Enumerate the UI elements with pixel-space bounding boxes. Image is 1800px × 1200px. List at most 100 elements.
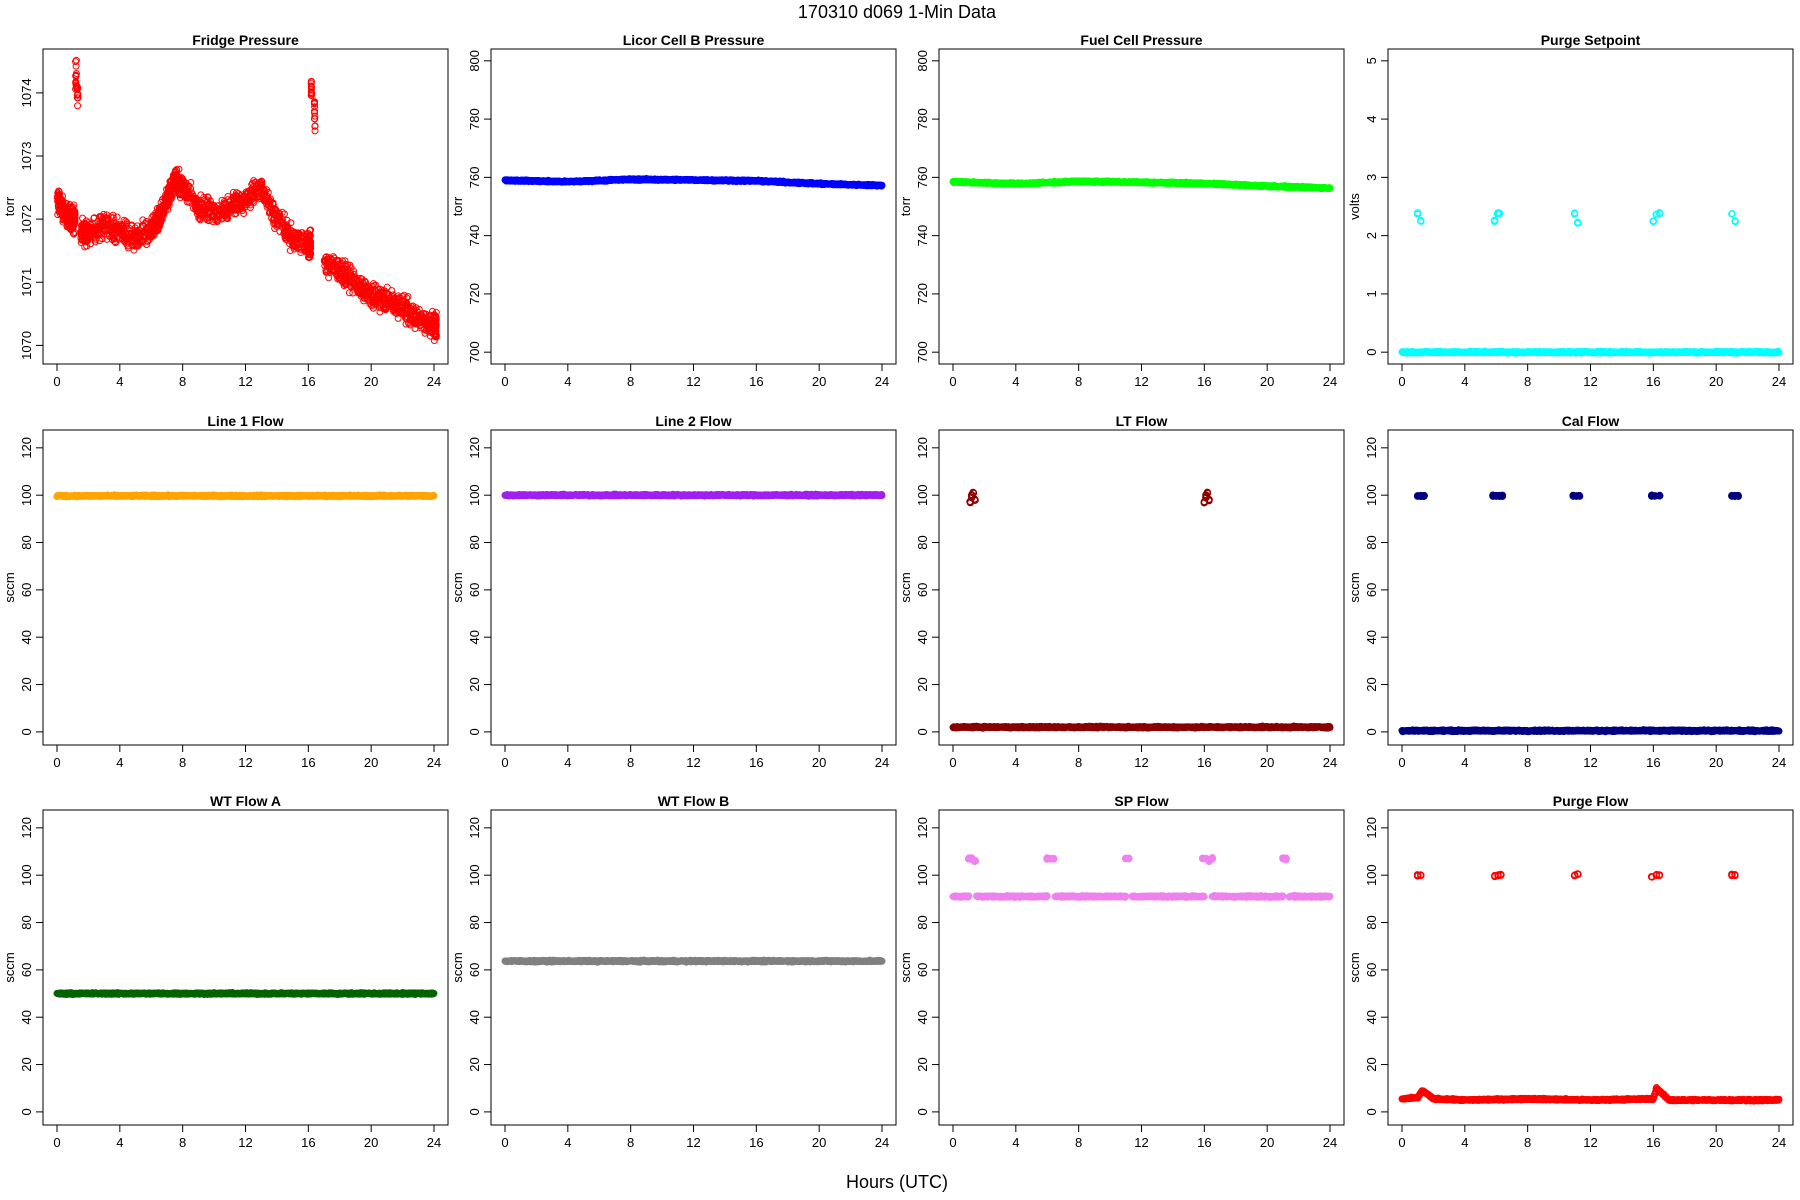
data-point bbox=[122, 229, 130, 237]
data-point bbox=[55, 188, 63, 196]
data-point bbox=[109, 228, 117, 236]
data-point bbox=[62, 209, 70, 217]
panel-title: Fuel Cell Pressure bbox=[1080, 32, 1202, 48]
data-point bbox=[74, 84, 82, 92]
y-tick-label: 1 bbox=[1364, 290, 1379, 297]
data-point bbox=[878, 181, 886, 189]
x-tick-label: 24 bbox=[1772, 374, 1786, 389]
x-tick-label: 12 bbox=[686, 374, 700, 389]
data-point bbox=[89, 227, 97, 235]
y-tick-label: 1073 bbox=[19, 142, 34, 171]
x-tick-label: 20 bbox=[1709, 374, 1723, 389]
x-tick-label: 0 bbox=[1398, 374, 1405, 389]
data-point bbox=[152, 227, 160, 235]
x-tick-label: 0 bbox=[501, 374, 508, 389]
data-point bbox=[110, 219, 118, 227]
data-point bbox=[166, 193, 174, 201]
data-point bbox=[157, 212, 165, 220]
series-0 bbox=[53, 56, 440, 344]
x-tick-label: 16 bbox=[301, 374, 315, 389]
data-point bbox=[163, 199, 171, 207]
data-point bbox=[136, 236, 144, 244]
data-point bbox=[122, 217, 130, 225]
data-point bbox=[91, 226, 99, 234]
x-tick-label: 4 bbox=[564, 374, 571, 389]
y-tick-label: 1074 bbox=[19, 78, 34, 107]
data-point bbox=[72, 56, 80, 64]
data-point bbox=[72, 72, 80, 80]
x-tick-label: 16 bbox=[1197, 374, 1211, 389]
data-point bbox=[98, 235, 106, 243]
y-tick-label: 700 bbox=[915, 341, 930, 363]
data-point bbox=[122, 232, 130, 240]
y-axis-label: volts bbox=[1347, 193, 1362, 220]
x-tick-label: 12 bbox=[238, 374, 252, 389]
data-point bbox=[118, 221, 126, 229]
data-point bbox=[109, 211, 117, 219]
x-tick-label: 8 bbox=[1075, 374, 1082, 389]
data-point bbox=[69, 212, 77, 220]
data-point bbox=[69, 223, 77, 231]
data-point bbox=[63, 200, 71, 208]
y-tick-label: 1072 bbox=[19, 205, 34, 234]
data-point bbox=[135, 233, 143, 241]
y-tick-label: 780 bbox=[467, 108, 482, 130]
data-point bbox=[156, 205, 164, 213]
data-point bbox=[102, 215, 110, 223]
x-tick-label: 4 bbox=[1012, 374, 1019, 389]
x-tick-label: 0 bbox=[53, 374, 60, 389]
y-tick-label: 740 bbox=[467, 225, 482, 247]
y-tick-label: 720 bbox=[915, 283, 930, 305]
data-point bbox=[71, 216, 79, 224]
x-tick-label: 16 bbox=[749, 374, 763, 389]
y-tick-label: 760 bbox=[915, 167, 930, 189]
data-point bbox=[100, 222, 108, 230]
data-point bbox=[140, 232, 148, 240]
x-tick-label: 20 bbox=[364, 374, 378, 389]
data-point bbox=[108, 223, 116, 231]
data-point bbox=[104, 222, 112, 230]
data-point bbox=[73, 91, 81, 99]
x-tick-label: 24 bbox=[1323, 374, 1337, 389]
y-axis-label: torr bbox=[898, 196, 913, 216]
x-tick-label: 24 bbox=[875, 374, 889, 389]
data-point bbox=[133, 230, 141, 238]
data-point bbox=[87, 221, 95, 229]
data-point bbox=[56, 190, 64, 198]
figure-title: 170310 d069 1-Min Data bbox=[798, 2, 997, 22]
panel-title: Fridge Pressure bbox=[192, 32, 299, 48]
data-point bbox=[1326, 184, 1334, 192]
data-point bbox=[73, 94, 81, 102]
x-tick-label: 24 bbox=[427, 374, 441, 389]
y-tick-label: 800 bbox=[467, 50, 482, 72]
data-point bbox=[117, 226, 125, 234]
y-tick-label: 780 bbox=[915, 108, 930, 130]
y-tick-label: 760 bbox=[467, 167, 482, 189]
data-point bbox=[108, 236, 116, 244]
data-point bbox=[78, 224, 86, 232]
data-point bbox=[54, 211, 62, 219]
y-tick-label: 4 bbox=[1364, 115, 1379, 122]
y-tick-label: 740 bbox=[915, 225, 930, 247]
x-tick-label: 8 bbox=[1524, 374, 1531, 389]
y-tick-label: 5 bbox=[1364, 57, 1379, 64]
data-point bbox=[74, 102, 82, 110]
panel-title: Purge Setpoint bbox=[1541, 32, 1641, 48]
y-tick-label: 720 bbox=[467, 283, 482, 305]
x-tick-label: 12 bbox=[1583, 374, 1597, 389]
data-point bbox=[143, 241, 151, 249]
data-point bbox=[53, 193, 61, 201]
data-point bbox=[108, 231, 116, 239]
data-point bbox=[72, 58, 80, 66]
y-tick-label: 1070 bbox=[19, 331, 34, 360]
figure-xlabel: Hours (UTC) bbox=[846, 1172, 948, 1192]
data-point bbox=[124, 242, 132, 250]
x-tick-label: 12 bbox=[1134, 374, 1148, 389]
data-point bbox=[80, 237, 88, 245]
series-0 bbox=[1398, 347, 1783, 357]
panel-title: Licor Cell B Pressure bbox=[623, 32, 765, 48]
data-point bbox=[157, 216, 165, 224]
